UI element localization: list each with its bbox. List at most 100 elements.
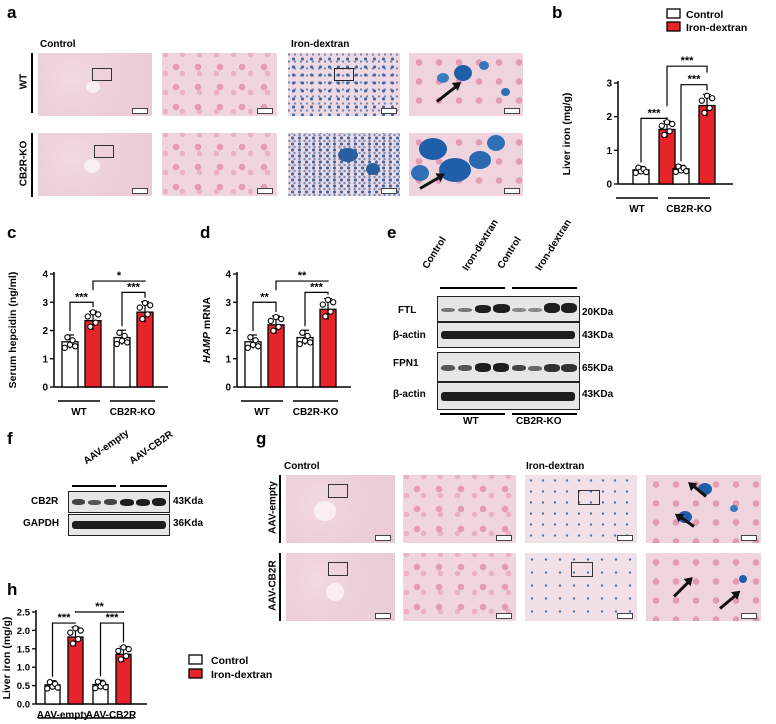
- chart-h-point: [120, 644, 127, 651]
- chart-c-point: [144, 311, 151, 318]
- panel-letter-e: e: [387, 223, 397, 242]
- chart-d-ytick: 1: [225, 354, 231, 365]
- chart-d-point: [275, 323, 282, 330]
- chart-b-sig-within: ***: [688, 74, 702, 86]
- chart-b-group-label: CB2R-KO: [666, 204, 712, 215]
- chart-h-point: [44, 685, 51, 692]
- panel-a-iron-header: Iron-dextran: [291, 39, 350, 50]
- chart-d-point: [247, 334, 254, 341]
- chart-b-point: [672, 168, 679, 176]
- chart-c-point: [72, 343, 79, 350]
- panel-letter-a: a: [7, 3, 17, 22]
- legend-b: Control Iron-dextran: [666, 8, 747, 34]
- micro-g-empty-iron-low: [525, 475, 637, 543]
- panel-g-control-header: Control: [284, 461, 320, 472]
- chart-h-bar-0-1: [67, 636, 84, 705]
- chart-c-point: [61, 344, 68, 351]
- chart-d-point: [252, 337, 259, 344]
- chart-c-point: [69, 337, 76, 344]
- chart-d-point: [330, 299, 337, 306]
- chart-h-ylabel: Liver iron (mg/g): [1, 617, 13, 700]
- blot-e-ftl: [437, 296, 580, 322]
- panel-letter-d: d: [200, 223, 211, 242]
- chart-h-point: [94, 678, 102, 685]
- chart-b-point: [703, 92, 711, 99]
- chart-b-point: [706, 104, 713, 112]
- chart-h-point: [54, 684, 61, 691]
- micro-a-wt-iron-low: [288, 53, 400, 116]
- blot-e-size-2: 43KDa: [582, 330, 614, 341]
- panel-a-row-ko: CB2R-KO: [18, 140, 30, 187]
- micro-a-wt-control-low: [38, 53, 152, 116]
- chart-h-point: [46, 678, 54, 686]
- chart-c-point: [136, 304, 143, 311]
- legend-h-control-label: Control: [211, 655, 248, 667]
- chart-b-ytick: 2: [606, 112, 612, 123]
- micro-a-ko-control-high: [162, 133, 277, 196]
- chart-c-ytick: 1: [42, 354, 48, 365]
- blot-e-actin-1: [437, 322, 580, 348]
- micro-g-cb2r-iron-high: [646, 553, 761, 621]
- chart-h-point: [102, 684, 109, 691]
- chart-b-point: [701, 109, 708, 117]
- chart-d-group-label: CB2R-KO: [293, 407, 339, 418]
- chart-d-point: [267, 317, 274, 325]
- chart-d-point: [270, 327, 277, 334]
- chart-h-ytick: 2.5: [17, 608, 31, 619]
- chart-h-point: [77, 627, 84, 634]
- chart-h-point: [74, 636, 82, 643]
- micro-a-ko-iron-low: [288, 133, 400, 196]
- panel-letter-b: b: [552, 3, 563, 22]
- chart-c-point: [113, 340, 120, 348]
- chart-c-sig-between: *: [117, 270, 122, 282]
- chart-h-point: [67, 629, 74, 636]
- chart-c-point: [121, 332, 128, 340]
- chart-d-ytick: 2: [225, 326, 231, 337]
- micro-a-ko-iron-high: [409, 133, 523, 196]
- chart-b-point: [666, 128, 673, 135]
- panel-letter-c: c: [7, 223, 17, 242]
- chart-d-ytick: 0: [225, 383, 231, 394]
- legend-h: Control Iron-dextran: [188, 654, 272, 681]
- micro-a-wt-control-high: [162, 53, 277, 116]
- chart-b-sig-within: ***: [648, 107, 662, 119]
- panel-letter-h: h: [7, 580, 18, 599]
- chart-c-point: [92, 319, 99, 326]
- chart-d-point: [278, 315, 285, 323]
- blot-e-group-ko: CB2R-KO: [516, 416, 562, 427]
- blot-e-label-2: β-actin: [393, 330, 426, 341]
- panel-a-row-wt: WT: [18, 73, 30, 90]
- chart-d-point: [244, 344, 251, 351]
- chart-d-point: [327, 308, 334, 315]
- chart-d-ylabel: HAMP mRNA: [201, 297, 213, 363]
- chart-d-group-label: WT: [254, 407, 270, 418]
- blot-f-label-1: CB2R: [31, 496, 59, 507]
- chart-h-group-label: AAV-empty: [37, 710, 90, 721]
- chart-c-point: [89, 309, 97, 316]
- lane-e-1: Control: [420, 235, 449, 271]
- chart-b-group-label: WT: [629, 204, 645, 215]
- chart-c-point: [87, 323, 94, 330]
- chart-d-bar-1-1: [319, 308, 337, 388]
- blot-f-gapdh: [68, 514, 170, 536]
- chart-b-ylabel: Liver iron (mg/g): [561, 93, 573, 176]
- blot-f-size-1: 43Kda: [173, 496, 204, 507]
- chart-d-point: [304, 332, 311, 340]
- chart-b-sig-between: ***: [681, 55, 695, 67]
- chart-b-point: [709, 95, 716, 102]
- chart-h-point: [125, 646, 132, 653]
- chart-b-point: [661, 131, 668, 139]
- panel-g-row-empty: AAV-empty: [267, 481, 279, 534]
- chart-c-group-label: WT: [71, 407, 87, 418]
- chart-c-point: [95, 311, 102, 318]
- chart-b-ytick: 3: [606, 79, 612, 90]
- chart-c-sig-within: ***: [127, 281, 141, 293]
- legend-iron-label: Iron-dextran: [686, 22, 747, 34]
- micro-a-ko-control-low: [38, 133, 152, 196]
- chart-h-ytick: 1.0: [17, 663, 30, 674]
- chart-b-point: [663, 119, 671, 126]
- chart-c-group-label: CB2R-KO: [110, 407, 156, 418]
- panel-a-control-header: Control: [40, 39, 76, 50]
